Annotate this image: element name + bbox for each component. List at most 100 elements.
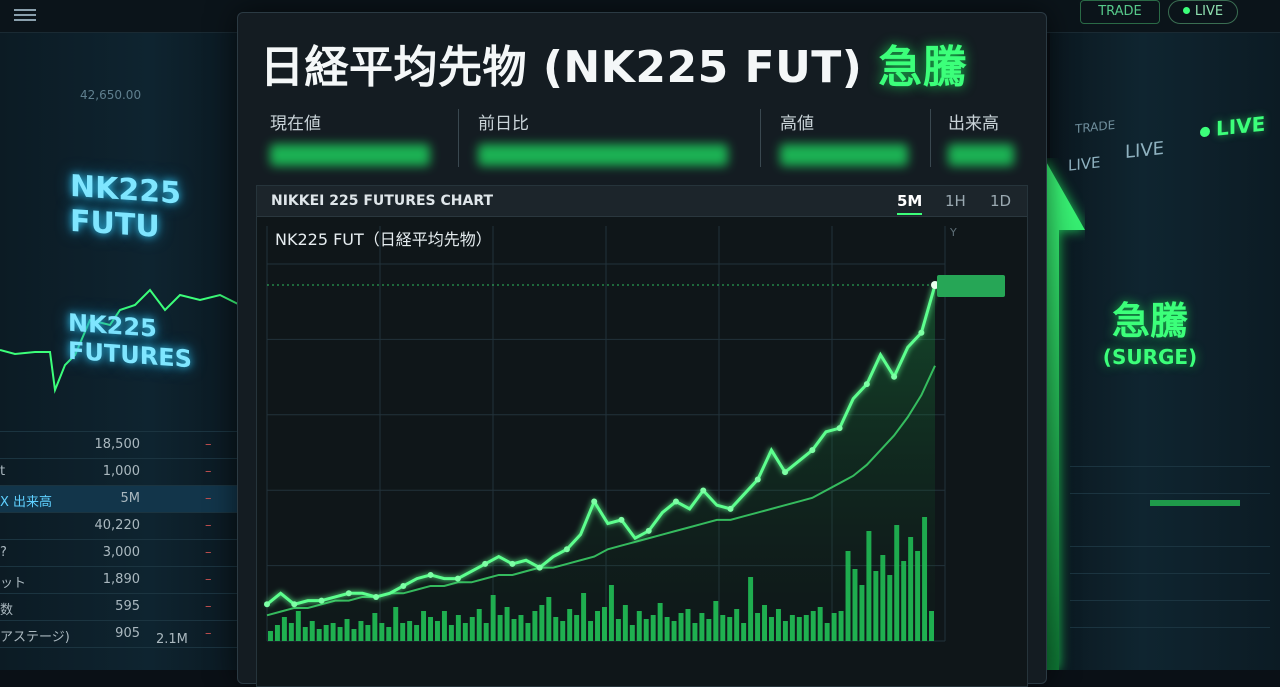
price-point: [754, 476, 761, 483]
stat-high: 高値: [780, 109, 908, 166]
price-point: [591, 498, 598, 505]
left-row-value: 18,500: [94, 437, 141, 452]
price-point: [373, 593, 380, 600]
price-point: [509, 560, 516, 567]
left-row-key: ット: [0, 576, 27, 591]
right-row: [1070, 520, 1270, 547]
stat-value-blurred: [780, 144, 908, 166]
left-table-row: ット 1,890 –: [0, 567, 240, 594]
left-data-table: 18,500 – t 1,000 – X 出来高 5M – 40,220 – ? 3,000 – ット 1,…: [0, 405, 240, 648]
left-row-mark: –: [205, 572, 212, 587]
right-row: [1070, 601, 1270, 628]
left-row-value: 40,220: [94, 518, 141, 533]
price-point: [427, 571, 434, 578]
stat-label: 出来高: [948, 114, 999, 134]
right-row-bar: [1070, 500, 1270, 506]
right-background-panel: [1050, 0, 1280, 670]
live-dot-icon: [1182, 7, 1190, 14]
price-point: [291, 601, 298, 608]
price-point: [482, 560, 489, 567]
left-table-row: [0, 405, 240, 432]
live-dot-icon: [1200, 126, 1210, 138]
price-point: [536, 564, 543, 571]
left-table-row: t 1,000 –: [0, 459, 240, 486]
stat-value-blurred: [478, 144, 728, 166]
side-surge-en: (SURGE): [1102, 345, 1198, 369]
price-point: [836, 425, 843, 432]
left-row-mark: –: [205, 464, 212, 479]
divider: [930, 109, 931, 167]
left-row-value: 595: [115, 599, 140, 614]
price-point: [400, 582, 407, 589]
stat-label: 高値: [780, 114, 814, 134]
page-title-main: 日経平均先物 (NK225 FUT): [260, 42, 879, 93]
y-axis-label: Y: [950, 226, 957, 239]
stat-value-blurred: [948, 144, 1014, 166]
price-point: [891, 373, 898, 380]
left-table-row: 数 595 –: [0, 594, 240, 621]
price-point: [318, 597, 325, 604]
price-point: [863, 381, 870, 388]
stat-label: 現在値: [270, 114, 321, 134]
chart-plot-title: NK225 FUT（日経平均先物）: [275, 230, 492, 249]
live-label: LIVE: [1194, 4, 1224, 19]
left-price-label: 42,650.00: [80, 88, 142, 102]
hamburger-menu-icon[interactable]: [14, 6, 36, 24]
price-point: [782, 469, 789, 476]
price-point: [727, 505, 734, 512]
left-row-mark: –: [205, 626, 212, 641]
divider: [760, 109, 761, 167]
stat-label: 前日比: [478, 114, 529, 134]
price-point: [454, 575, 461, 582]
left-background-panel: 42,650.00 NK225 FUTU NK225 FUTURES 18,50…: [0, 0, 250, 670]
left-table-row: 40,220 –: [0, 513, 240, 540]
last-price-tag: [937, 275, 1005, 298]
main-quote-panel: 日経平均先物 (NK225 FUT) 急騰 現在値 前日比 高値 出来高 NIK…: [237, 12, 1047, 687]
left-big-value: 2.1M: [156, 632, 188, 647]
price-chart[interactable]: [257, 186, 1027, 686]
left-row-value: 1,000: [102, 464, 140, 479]
right-row: [1070, 547, 1270, 574]
left-row-mark: –: [205, 518, 212, 533]
stat-change: 前日比: [478, 109, 728, 166]
page-title: 日経平均先物 (NK225 FUT) 急騰: [260, 31, 967, 95]
price-point: [345, 590, 352, 597]
left-table-row: ? 3,000 –: [0, 540, 240, 567]
price-point: [918, 329, 925, 336]
left-table-row: 18,500 –: [0, 432, 240, 459]
chart-header: NIKKEI 225 FUTURES CHART 5M 1H 1D: [257, 186, 1027, 217]
right-row: [1070, 440, 1270, 467]
left-row-value: 1,890: [102, 572, 140, 587]
timeframe-tab-5m[interactable]: 5M: [897, 192, 923, 215]
side-surge-jp: 急騰: [1111, 299, 1188, 343]
left-row-value: 3,000: [102, 545, 140, 560]
left-row-key: X 出来高: [0, 495, 53, 510]
right-data-rows: [1070, 440, 1270, 628]
price-point: [645, 527, 652, 534]
right-row: [1070, 467, 1270, 494]
left-mini-chart: [0, 288, 241, 394]
chart-header-title: NIKKEI 225 FUTURES CHART: [271, 193, 494, 209]
trade-button[interactable]: TRADE: [1080, 0, 1160, 24]
divider: [458, 109, 459, 167]
left-row-mark: –: [205, 437, 212, 452]
left-row-mark: –: [205, 491, 212, 506]
timeframe-tab-1d[interactable]: 1D: [990, 192, 1012, 210]
chart-panel: NIKKEI 225 FUTURES CHART 5M 1H 1D NK225 …: [256, 185, 1028, 687]
left-row-key: t: [0, 464, 6, 479]
price-point: [809, 447, 816, 454]
stat-current-price: 現在値: [270, 109, 430, 166]
left-title-top: NK225 FUTU: [70, 168, 181, 245]
left-row-value: 905: [115, 626, 140, 641]
page-title-surge: 急騰: [878, 42, 968, 93]
right-row: [1070, 574, 1270, 601]
left-row-key: 数: [0, 603, 14, 618]
left-table-row: X 出来高 5M –: [0, 486, 240, 513]
timeframe-tab-1h[interactable]: 1H: [945, 192, 966, 210]
live-toggle[interactable]: LIVE: [1168, 0, 1238, 24]
stat-volume: 出来高: [948, 109, 1014, 166]
right-live-label-2: LIVE: [1125, 137, 1165, 164]
left-row-key: アステージ): [0, 630, 70, 645]
left-row-value: 5M: [120, 491, 141, 506]
price-point: [264, 601, 270, 608]
